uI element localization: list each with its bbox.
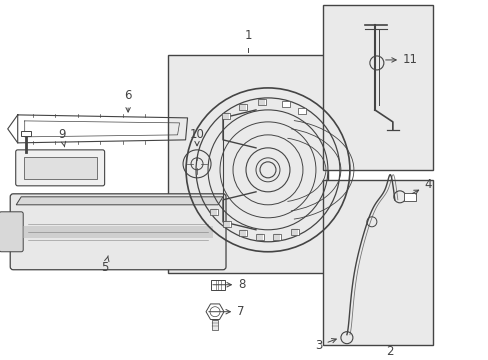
Bar [23,226,213,238]
Text: 4: 4 [411,178,431,194]
Bar [258,99,265,105]
Text: 6: 6 [124,89,132,112]
Text: 9: 9 [58,129,66,147]
FancyBboxPatch shape [16,150,104,186]
Text: 2: 2 [386,345,393,358]
Bar [290,229,298,235]
Bar [223,221,231,227]
Bar [238,230,246,236]
Bar [255,234,263,240]
Bar [211,280,224,290]
Bar [20,131,31,136]
Bar [212,320,218,330]
Polygon shape [16,197,223,205]
Bar [273,234,281,240]
FancyBboxPatch shape [10,194,225,270]
Text: 7: 7 [208,305,244,318]
Text: 10: 10 [189,129,204,146]
Polygon shape [205,304,224,319]
Text: 8: 8 [212,278,245,291]
Text: 1: 1 [244,29,251,42]
Bar [168,55,327,273]
Text: 3: 3 [315,338,336,352]
Bar [322,5,432,170]
Bar [210,209,218,215]
Bar [222,113,230,119]
Text: 11: 11 [385,53,417,67]
Bar [322,180,432,345]
FancyBboxPatch shape [0,212,23,252]
Text: 5: 5 [101,256,109,274]
Bar [403,193,415,201]
Bar [23,157,97,179]
Bar [281,101,289,107]
Bar [297,108,305,114]
Bar [238,104,246,110]
